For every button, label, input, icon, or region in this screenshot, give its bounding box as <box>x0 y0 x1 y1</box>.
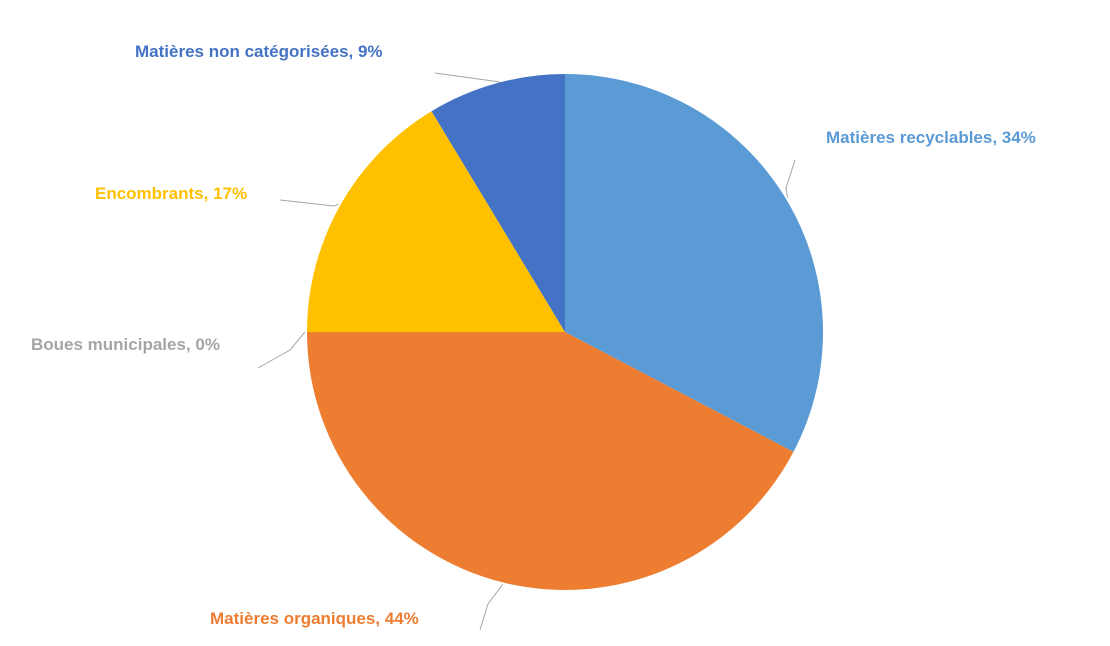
leader-line <box>434 72 501 83</box>
data-label-matieres-organiques: Matières organiques, 44% <box>210 609 419 628</box>
leader-lines <box>257 72 796 631</box>
pie-slice-matieres-organiques <box>307 332 794 590</box>
data-label-boues-municipales: Boues municipales, 0% <box>31 335 220 354</box>
pie-slices <box>307 74 824 590</box>
data-label-matieres-non-categorisees: Matières non catégorisées, 9% <box>135 42 383 61</box>
data-label-matieres-recyclables: Matières recyclables, 34% <box>826 128 1036 147</box>
leader-line <box>257 331 306 369</box>
pie-slice-encombrants <box>307 111 565 332</box>
data-label-encombrants: Encombrants, 17% <box>95 184 247 203</box>
pie-slice-matieres-non-categorisees <box>431 74 565 332</box>
leader-line <box>785 159 796 198</box>
pie-slice-matieres-recyclables <box>565 74 824 452</box>
leader-line <box>479 584 504 631</box>
leader-line <box>279 199 339 207</box>
